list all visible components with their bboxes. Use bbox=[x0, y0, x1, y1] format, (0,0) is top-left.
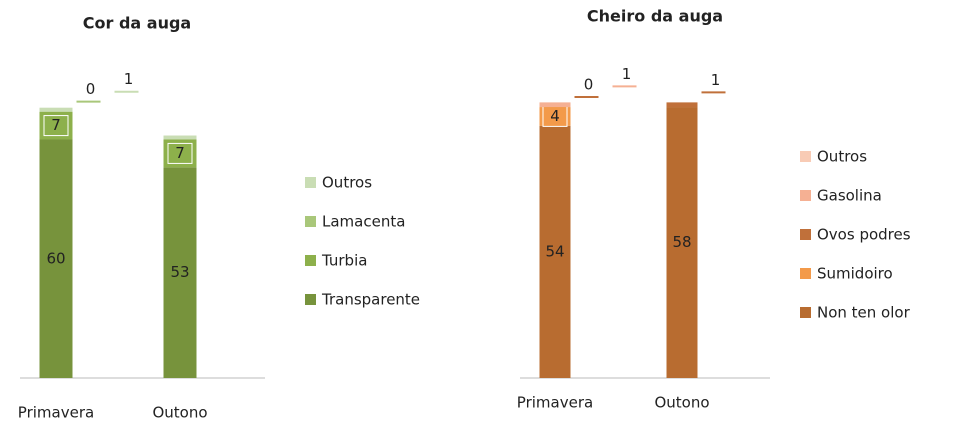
legend-swatch bbox=[800, 151, 811, 162]
legend-label: Turbia bbox=[321, 252, 367, 270]
bar-segment bbox=[163, 167, 197, 378]
legend-label: Non ten olor bbox=[817, 304, 911, 322]
legend-label: Gasolina bbox=[817, 187, 882, 205]
data-label: 1 bbox=[124, 70, 134, 88]
data-label: 58 bbox=[672, 233, 691, 251]
data-label: 7 bbox=[175, 144, 185, 162]
label-box bbox=[167, 142, 193, 164]
x-tick-label: Outono bbox=[654, 394, 709, 412]
bar-segment bbox=[163, 135, 197, 140]
data-label: 53 bbox=[170, 263, 189, 281]
data-label: 7 bbox=[51, 116, 61, 134]
chart-title: Cheiro da auga bbox=[587, 7, 723, 26]
bar-segment bbox=[666, 102, 698, 108]
bar-segment bbox=[666, 107, 698, 379]
legend-label: Transparente bbox=[321, 291, 420, 309]
legend-swatch bbox=[800, 307, 811, 318]
data-label: 54 bbox=[545, 242, 564, 260]
data-label: 60 bbox=[46, 249, 65, 267]
legend-swatch bbox=[305, 255, 316, 266]
legend-swatch bbox=[800, 229, 811, 240]
x-tick-label: Outono bbox=[152, 404, 207, 421]
legend-label: Outros bbox=[322, 174, 372, 192]
legend-label: Sumidoiro bbox=[817, 265, 893, 283]
legend-label: Ovos podres bbox=[817, 226, 911, 244]
x-tick-label: Primavera bbox=[517, 394, 593, 412]
chart-title: Cor da auga bbox=[83, 14, 191, 33]
legend-swatch bbox=[305, 177, 316, 188]
bar-segment bbox=[539, 102, 571, 108]
data-label: 1 bbox=[711, 71, 721, 89]
legend-swatch bbox=[800, 190, 811, 201]
legend-label: Outros bbox=[817, 148, 867, 166]
bar-segment bbox=[39, 139, 73, 378]
label-box bbox=[43, 115, 69, 137]
legend-swatch bbox=[800, 268, 811, 279]
data-label: 0 bbox=[584, 76, 594, 94]
bar-segment bbox=[539, 125, 571, 378]
bar-segment bbox=[39, 107, 73, 112]
legend-swatch bbox=[305, 216, 316, 227]
data-label: 4 bbox=[550, 107, 560, 125]
legend-swatch bbox=[305, 294, 316, 305]
data-label: 0 bbox=[86, 80, 96, 98]
x-tick-label: Primavera bbox=[18, 404, 94, 421]
data-label: 1 bbox=[622, 65, 632, 83]
legend-label: Lamacenta bbox=[322, 213, 405, 231]
